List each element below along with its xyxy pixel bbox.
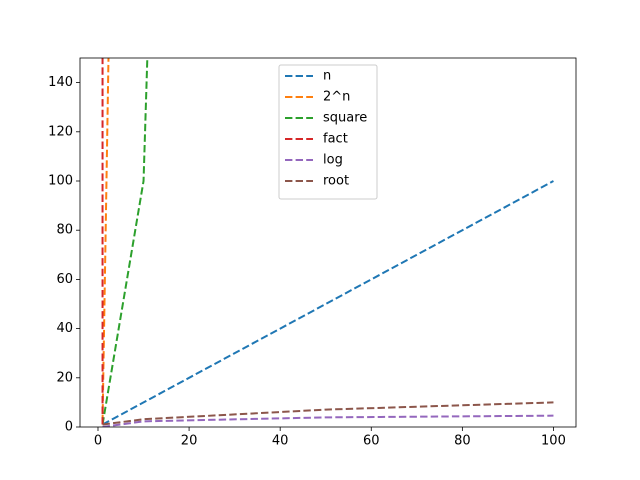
series-line <box>101 58 110 423</box>
x-tick-label: 80 <box>454 434 471 449</box>
axes-frame <box>79 57 577 428</box>
legend-label: 2^n <box>323 90 350 105</box>
legend-label: log <box>323 153 343 168</box>
y-tick-label: 40 <box>56 321 73 336</box>
y-tick-label: 140 <box>48 75 73 90</box>
x-tick-label: 60 <box>363 434 380 449</box>
series-line <box>102 180 554 426</box>
x-tick-label: 20 <box>181 434 198 449</box>
series-line <box>102 414 554 427</box>
x-tick-label: 0 <box>94 434 102 449</box>
y-tick-label: 20 <box>56 370 73 385</box>
y-tick-label: 60 <box>56 272 73 287</box>
legend-label: fact <box>323 132 348 147</box>
legend-label: square <box>323 111 367 126</box>
y-tick-label: 80 <box>56 223 73 238</box>
y-tick-label: 0 <box>65 420 73 435</box>
legend-label: root <box>323 174 349 189</box>
y-tick-label: 120 <box>48 124 73 139</box>
plot-area <box>101 58 554 427</box>
x-tick-label: 100 <box>541 434 566 449</box>
legend-box <box>278 64 378 200</box>
x-tick-label: 40 <box>272 434 289 449</box>
series-line <box>101 58 149 425</box>
y-tick-label: 100 <box>48 174 73 189</box>
legend-label: n <box>323 69 331 84</box>
series-line <box>102 401 554 426</box>
